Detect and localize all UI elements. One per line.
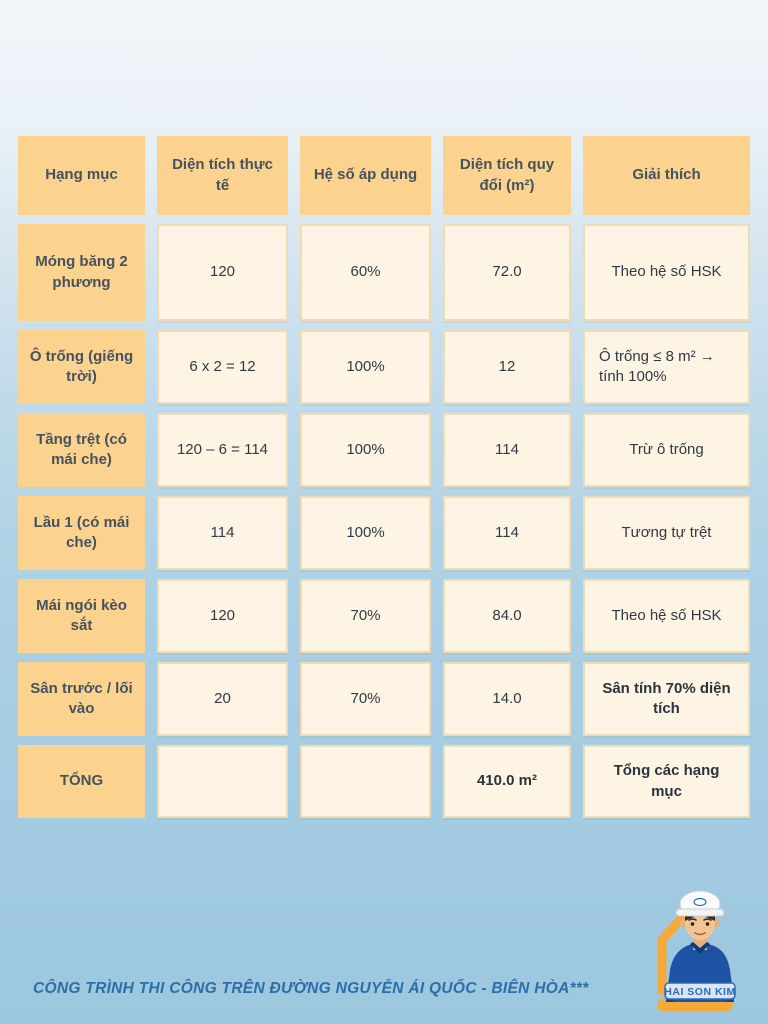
actual-cell: 120 — [157, 579, 288, 653]
explanation-cell: Theo hệ số HSK — [583, 224, 750, 321]
actual-cell: 114 — [157, 496, 288, 570]
explanation-cell: Trừ ô trống — [583, 413, 750, 487]
coefficient-cell: 70% — [300, 662, 431, 736]
actual-cell: 6 x 2 = 12 — [157, 330, 288, 404]
converted-cell: 114 — [443, 496, 571, 570]
converted-cell: 84.0 — [443, 579, 571, 653]
header-cell-actual: Diện tích thực tế — [157, 136, 288, 215]
coefficient-cell — [300, 745, 431, 818]
explanation-cell: Theo hệ số HSK — [583, 579, 750, 653]
company-logo: HAI SON KIM — [657, 890, 736, 1011]
project-footer-note: CÔNG TRÌNH THI CÔNG TRÊN ĐƯỜNG NGUYỄN ÁI… — [33, 980, 589, 997]
coefficient-cell: 100% — [300, 496, 431, 570]
converted-cell: 72.0 — [443, 224, 571, 321]
brand-badge: HAI SON KIM — [664, 982, 736, 1000]
row-label-cell: Mái ngói kèo sắt — [18, 579, 145, 653]
converted-cell: 14.0 — [443, 662, 571, 736]
row-label-cell: Sân trước / lối vào — [18, 662, 145, 736]
conversion-area-table: Hạng mục Diện tích thực tế Hệ số áp dụng… — [18, 136, 750, 818]
coefficient-cell: 100% — [300, 413, 431, 487]
converted-cell: 410.0 m² — [443, 745, 571, 818]
header-cell-converted: Diện tích quy đổi (m²) — [443, 136, 571, 215]
row-label-cell: TỔNG — [18, 745, 145, 818]
actual-cell: 20 — [157, 662, 288, 736]
explanation-cell: Tổng các hạng mục — [583, 745, 750, 818]
explanation-cell: Ô trống ≤ 8 m² → tính 100% — [583, 330, 750, 404]
header-cell-coefficient: Hệ số áp dụng — [300, 136, 431, 215]
coefficient-cell: 70% — [300, 579, 431, 653]
coefficient-cell: 60% — [300, 224, 431, 321]
row-label-cell: Lầu 1 (có mái che) — [18, 496, 145, 570]
header-cell-explanation: Giải thích — [583, 136, 750, 215]
explanation-cell: Sân tính 70% diện tích — [583, 662, 750, 736]
brand-text: HAI SON KIM — [664, 986, 735, 998]
header-cell-item: Hạng mục — [18, 136, 145, 215]
converted-cell: 12 — [443, 330, 571, 404]
row-label-cell: Ô trống (giếng trời) — [18, 330, 145, 404]
coefficient-cell: 100% — [300, 330, 431, 404]
converted-cell: 114 — [443, 413, 571, 487]
actual-cell — [157, 745, 288, 818]
explanation-cell: Tương tự trệt — [583, 496, 750, 570]
row-label-cell: Tầng trệt (có mái che) — [18, 413, 145, 487]
actual-cell: 120 — [157, 224, 288, 321]
row-label-cell: Móng băng 2 phương — [18, 224, 145, 321]
actual-cell: 120 – 6 = 114 — [157, 413, 288, 487]
